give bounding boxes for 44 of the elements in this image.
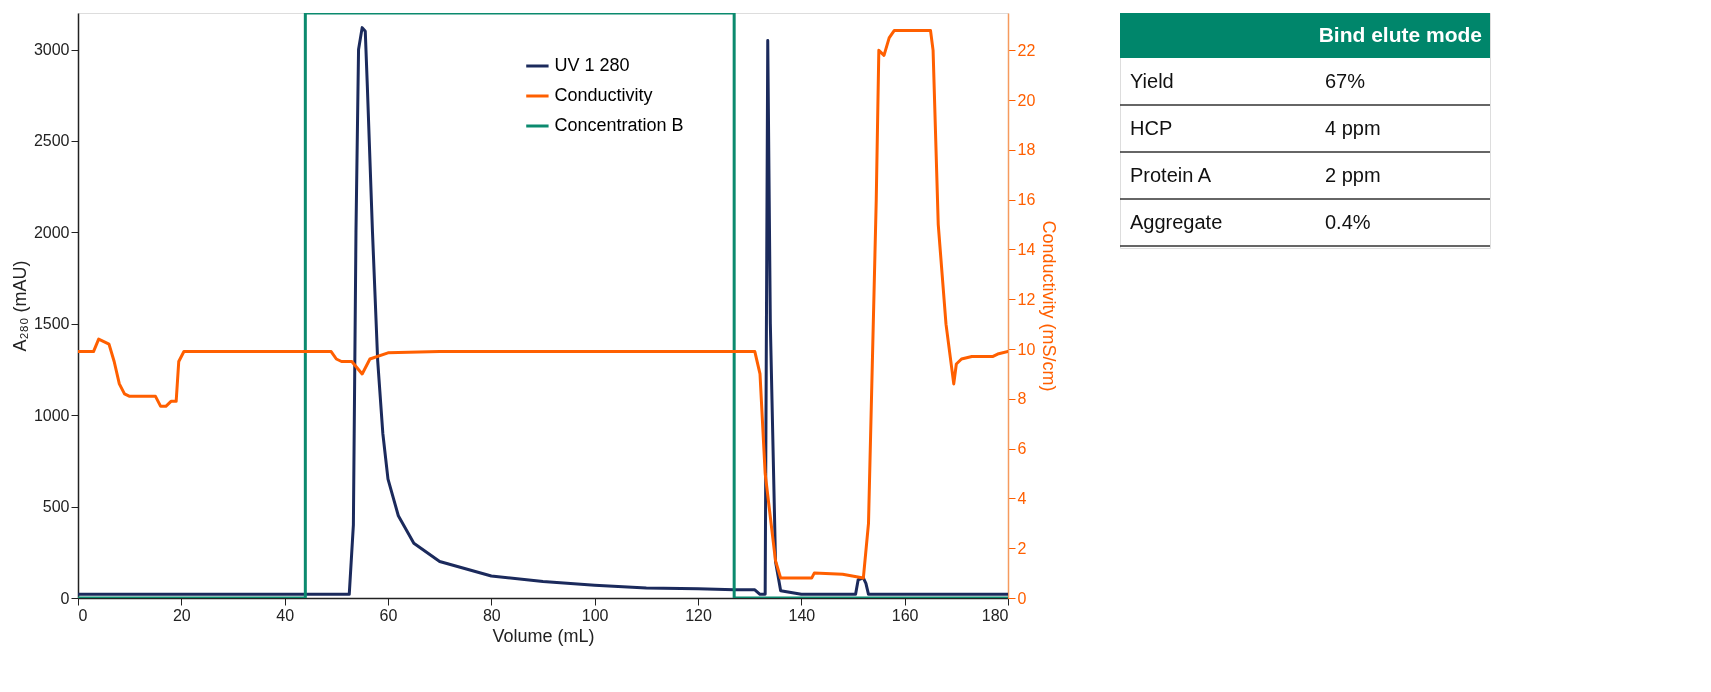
x-tick-label: 80 — [482, 606, 501, 624]
y2-tick-label: 2 — [1017, 539, 1027, 557]
x-tick-label: 60 — [379, 606, 398, 624]
text: 67% — [1325, 69, 1366, 92]
text: 4 ppm — [1325, 116, 1381, 139]
legend-label: Concentration B — [554, 115, 684, 135]
y2-tick-label: 16 — [1017, 191, 1036, 209]
text: Aggregate — [1130, 210, 1223, 233]
x-tick-label: 40 — [276, 606, 295, 624]
text: Protein A — [1130, 163, 1212, 186]
x-tick-label: 20 — [172, 606, 191, 624]
x-tick-label: 140 — [788, 606, 816, 624]
y-tick-label: 3000 — [33, 41, 70, 59]
y-tick-label: 1000 — [33, 406, 70, 424]
x-tick-label: 120 — [685, 606, 712, 624]
text: HCP — [1130, 116, 1173, 139]
legend-label: Conductivity — [554, 85, 653, 105]
x-tick-label: 0 — [78, 606, 88, 624]
y-tick-label: 0 — [60, 589, 70, 607]
y2-tick-label: 20 — [1017, 91, 1036, 109]
x-axis-title: Volume (mL) — [492, 625, 595, 646]
y-tick-label: 1500 — [33, 315, 70, 333]
y-tick-label: 500 — [42, 498, 70, 516]
y2-tick-label: 6 — [1017, 440, 1027, 458]
y-tick-label: 2500 — [33, 132, 70, 150]
y-axis-title: A₂₈₀ (mAU) — [9, 260, 30, 352]
y2-tick-label: 14 — [1017, 240, 1036, 258]
text: 0.4% — [1325, 210, 1371, 233]
x-tick-label: 160 — [891, 606, 919, 624]
x-tick-label: 180 — [981, 606, 1009, 624]
y2-tick-label: 4 — [1017, 489, 1027, 507]
text: Bind elute mode — [1318, 22, 1482, 46]
legend-label: UV 1 280 — [554, 55, 630, 75]
x-tick-label: 100 — [581, 606, 609, 624]
y2-tick-label: 22 — [1017, 41, 1036, 59]
y2-tick-label: 12 — [1017, 290, 1036, 308]
text: 2 ppm — [1325, 163, 1381, 186]
y2-tick-label: 18 — [1017, 141, 1036, 159]
y2-axis-title: Conductivity (mS/cm) — [1039, 220, 1060, 392]
y-tick-label: 2000 — [33, 223, 70, 241]
y2-tick-label: 10 — [1017, 340, 1036, 358]
y2-tick-label: 8 — [1017, 390, 1027, 408]
y2-tick-label: 0 — [1017, 589, 1027, 607]
text: Yield — [1130, 69, 1174, 92]
